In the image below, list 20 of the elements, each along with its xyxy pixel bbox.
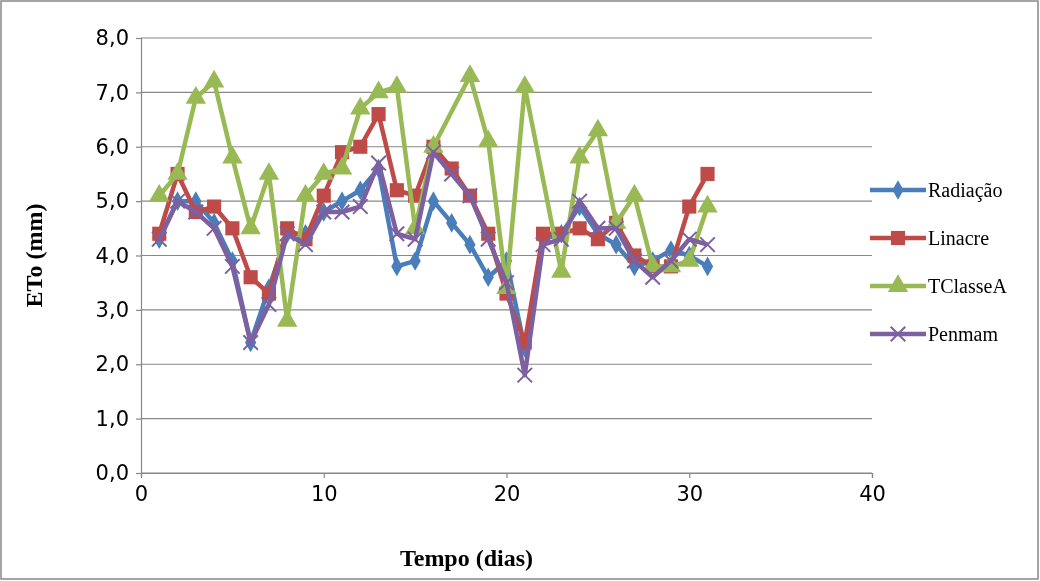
legend-label: Penmam (928, 323, 999, 345)
y-tick-label: 7,0 (95, 80, 129, 105)
y-tick-label: 2,0 (95, 352, 129, 377)
y-axis-title: ETo (mm) (21, 203, 47, 308)
x-tick-label: 10 (310, 482, 338, 506)
y-tick-label: 5,0 (95, 189, 129, 214)
x-tick-label: 20 (493, 482, 521, 506)
legend-label: TClasseA (928, 275, 1008, 297)
legend-label: Linacre (928, 227, 990, 249)
y-tick-label: 0,0 (95, 461, 129, 486)
x-axis-title: Tempo (dias) (399, 545, 534, 571)
x-tick-label: 40 (859, 482, 886, 506)
y-tick-label: 8,0 (95, 26, 129, 51)
legend-label: Radiação (928, 179, 1003, 202)
y-tick-label: 3,0 (95, 298, 129, 323)
x-tick-label: 0 (134, 482, 149, 506)
y-tick-label: 1,0 (95, 406, 129, 431)
y-tick-label: 6,0 (95, 134, 129, 159)
y-tick-label: 4,0 (95, 243, 129, 268)
x-tick-label: 30 (676, 482, 704, 506)
